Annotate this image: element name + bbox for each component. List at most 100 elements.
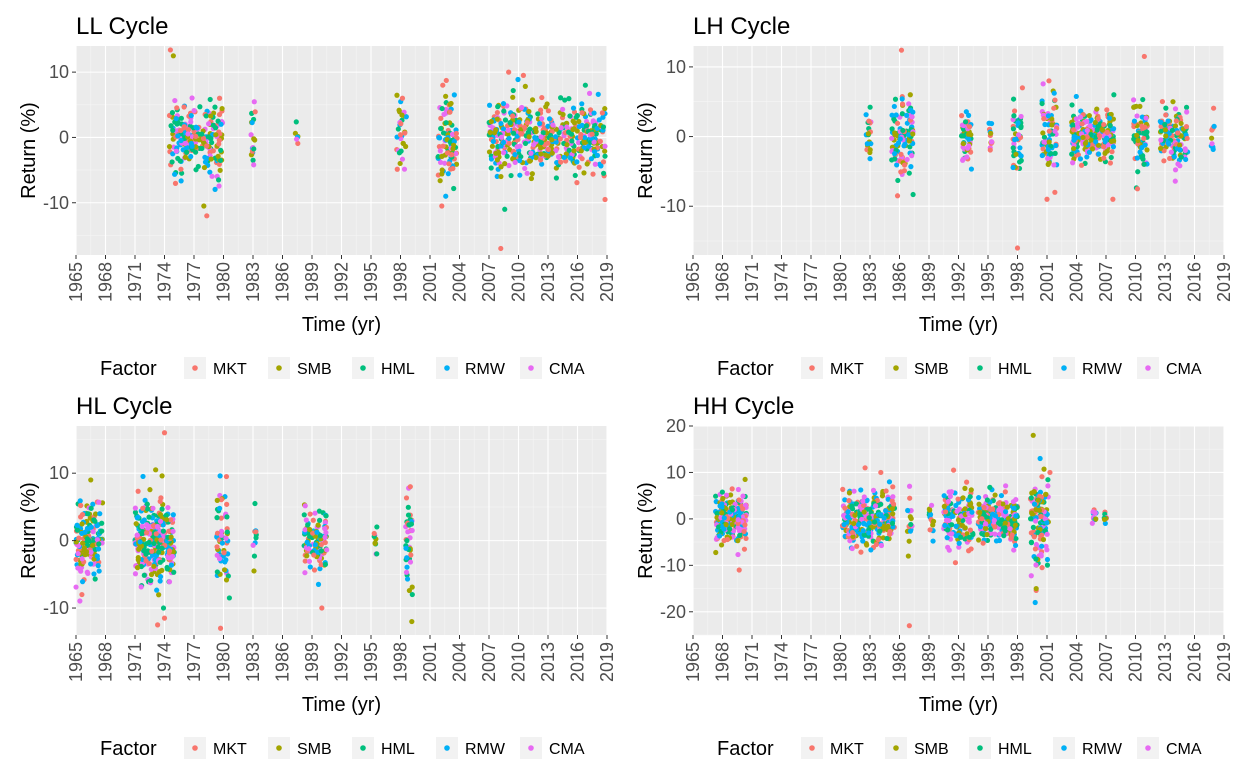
x-axis-label: Time (yr)	[919, 694, 998, 716]
data-point-smb	[571, 120, 578, 126]
data-point-smb	[315, 522, 321, 528]
data-point-cma	[88, 549, 94, 555]
data-point-mkt	[1084, 134, 1090, 140]
data-point-rmw	[494, 173, 500, 180]
data-point-mkt	[602, 196, 608, 203]
y-axis-label: Return (%)	[635, 482, 657, 579]
x-tick-label: 2016	[568, 642, 588, 682]
data-point-rmw	[988, 120, 995, 127]
data-point-mkt	[494, 109, 500, 116]
data-point-cma	[928, 502, 935, 508]
data-point-rmw	[90, 501, 96, 507]
data-point-rmw	[202, 159, 209, 165]
data-point-rmw	[1106, 115, 1112, 121]
x-tick-label: 2019	[597, 642, 617, 682]
data-point-mkt	[967, 527, 973, 533]
data-point-cma	[1084, 127, 1090, 134]
data-point-hml	[967, 494, 973, 500]
data-point-hml	[1069, 102, 1075, 108]
data-point-smb	[930, 522, 936, 528]
data-point-smb	[394, 92, 400, 98]
data-point-hml	[208, 136, 214, 142]
data-point-hml	[1041, 134, 1048, 140]
data-point-cma	[324, 547, 330, 553]
data-point-cma	[847, 538, 853, 544]
data-point-hml	[251, 553, 258, 559]
x-tick-label: 1968	[96, 642, 116, 682]
data-point-mkt	[524, 120, 530, 126]
data-point-smb	[251, 136, 257, 142]
x-tick-label: 2013	[538, 262, 558, 302]
data-point-mkt	[177, 127, 184, 134]
data-point-rmw	[842, 497, 848, 503]
data-point-cma	[740, 493, 746, 499]
data-point-rmw	[223, 557, 229, 563]
data-point-mkt	[443, 77, 449, 84]
data-point-rmw	[860, 538, 866, 544]
data-point-cma	[157, 518, 164, 524]
legend-marker-cma	[1145, 745, 1151, 751]
legend-marker-rmw	[1061, 365, 1067, 371]
data-point-smb	[213, 132, 219, 138]
data-point-rmw	[883, 508, 889, 514]
data-point-mkt	[1142, 124, 1148, 130]
data-point-smb	[1046, 160, 1052, 166]
data-point-rmw	[404, 576, 411, 582]
data-point-rmw	[865, 530, 872, 536]
x-tick-label: 2013	[1155, 262, 1175, 302]
data-point-mkt	[371, 530, 377, 537]
data-point-cma	[132, 571, 139, 577]
data-point-cma	[306, 546, 312, 552]
legend-marker-cma	[528, 745, 534, 751]
data-point-cma	[312, 510, 318, 516]
data-point-cma	[306, 558, 313, 564]
data-point-rmw	[1142, 142, 1148, 148]
data-point-hml	[857, 511, 863, 518]
data-point-smb	[1144, 147, 1150, 153]
y-tick-label: 0	[59, 127, 69, 147]
data-point-cma	[1143, 115, 1149, 121]
data-point-hml	[984, 497, 991, 503]
data-point-rmw	[905, 507, 911, 514]
data-point-smb	[982, 525, 989, 532]
data-point-cma	[1041, 139, 1047, 145]
data-point-mkt	[522, 124, 528, 130]
data-point-rmw	[841, 521, 847, 528]
x-tick-label: 1995	[361, 262, 381, 302]
data-point-smb	[1082, 140, 1089, 146]
data-point-rmw	[906, 132, 912, 138]
data-point-smb	[851, 520, 857, 527]
x-axis-label: Time (yr)	[302, 314, 381, 336]
data-point-smb	[526, 108, 532, 115]
data-point-rmw	[1131, 118, 1138, 124]
data-point-rmw	[546, 116, 553, 122]
data-point-cma	[1084, 118, 1090, 125]
data-point-smb	[507, 147, 513, 153]
data-point-hml	[906, 170, 912, 176]
data-point-hml	[151, 540, 157, 547]
data-point-rmw	[1165, 118, 1171, 124]
x-tick-label: 1974	[772, 262, 792, 302]
data-point-smb	[443, 93, 449, 99]
data-point-cma	[1033, 562, 1039, 568]
data-point-rmw	[553, 139, 559, 145]
data-point-smb	[1163, 133, 1169, 139]
data-point-smb	[1030, 432, 1036, 438]
y-tick-label: -10	[660, 555, 686, 575]
data-point-mkt	[78, 502, 84, 509]
x-tick-label: 1968	[713, 262, 733, 302]
data-point-mkt	[1107, 160, 1113, 166]
data-point-smb	[136, 546, 142, 552]
data-point-smb	[1036, 507, 1043, 513]
data-point-mkt	[216, 111, 223, 118]
data-point-cma	[1172, 106, 1179, 112]
data-point-rmw	[716, 533, 723, 539]
data-point-mkt	[538, 107, 544, 113]
data-point-mkt	[557, 136, 563, 142]
data-point-hml	[305, 522, 311, 528]
data-point-mkt	[1173, 118, 1179, 124]
data-point-hml	[405, 512, 412, 518]
data-point-mkt	[506, 69, 512, 75]
data-point-mkt	[545, 146, 552, 153]
data-point-mkt	[1100, 143, 1107, 150]
